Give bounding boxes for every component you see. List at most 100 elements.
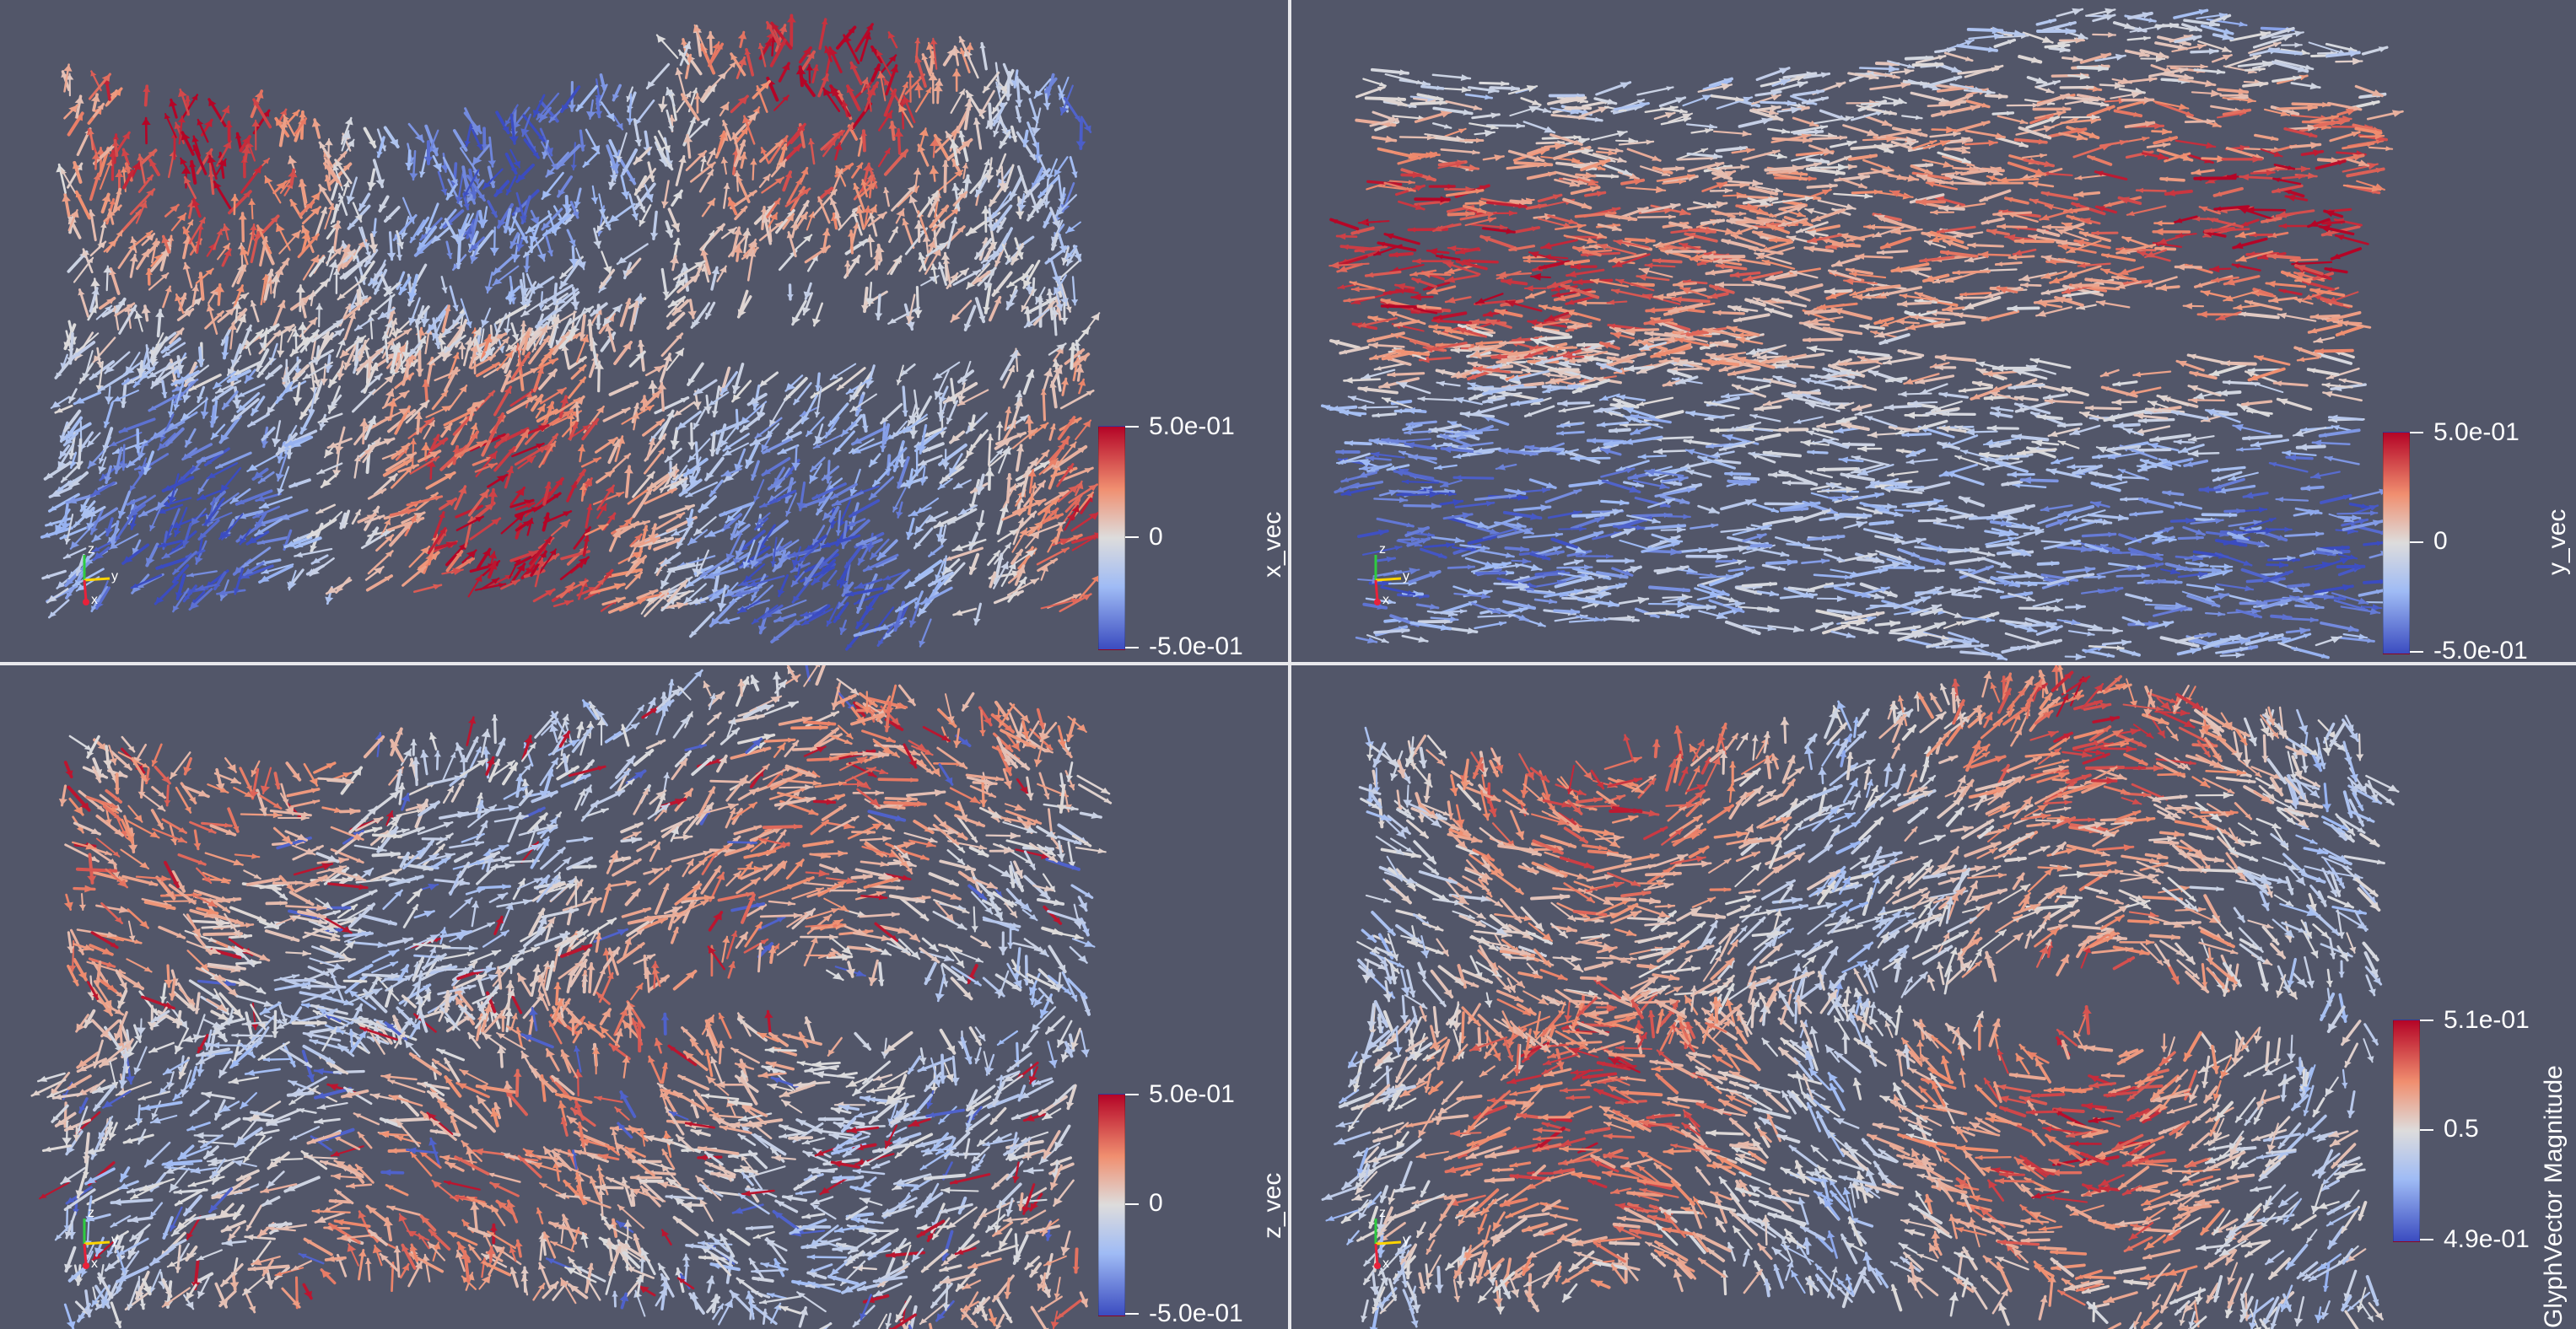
glyph-arrow-head xyxy=(995,449,1003,455)
glyph-arrow-head xyxy=(295,542,304,547)
glyph-arrow-head xyxy=(720,511,728,516)
glyph-arrow-head xyxy=(261,440,269,447)
glyph-arrow-head xyxy=(657,449,665,455)
glyph-arrow-head xyxy=(395,327,403,335)
glyph-arrow-head xyxy=(741,424,750,432)
glyph-arrow-head xyxy=(369,277,379,285)
glyph-arrow-head xyxy=(633,568,642,574)
glyph-arrow-head xyxy=(686,55,693,61)
glyph-arrow-head xyxy=(455,196,463,203)
glyph-arrow-head xyxy=(950,131,957,137)
glyph-arrow-head xyxy=(881,436,890,444)
glyph-arrow-head xyxy=(515,207,524,214)
glyph-arrow-head xyxy=(1083,125,1091,132)
glyph-arrow-head xyxy=(101,194,111,202)
glyph-arrow-head xyxy=(213,181,222,189)
glyph-arrow-head xyxy=(224,308,235,316)
glyph-arrow xyxy=(398,342,404,374)
glyph-arrow-head xyxy=(873,65,881,72)
glyph-arrow-head xyxy=(344,118,353,126)
glyph-arrow-head xyxy=(224,250,232,256)
glyph-arrow-head xyxy=(239,293,249,300)
glyph-arrow-head xyxy=(720,158,729,164)
glyph-arrow-head xyxy=(953,610,963,616)
glyph-arrow-head xyxy=(253,471,264,480)
glyph-arrow-head xyxy=(353,336,362,343)
glyph-arrow-head xyxy=(791,579,800,587)
glyph-arrow-head xyxy=(1039,191,1046,197)
glyph-arrow-head xyxy=(635,202,642,209)
glyph-arrow-head xyxy=(903,425,913,433)
glyph-arrow-head xyxy=(849,62,859,70)
glyph-arrow-head xyxy=(410,465,418,470)
glyph-arrow-head xyxy=(772,636,780,643)
render-view-x-vec[interactable]: 5.0e-01 0 -5.0e-01 x_vec z y x xyxy=(0,0,1288,662)
glyph-arrow-head xyxy=(905,480,915,487)
glyph-arrow-head xyxy=(664,537,672,543)
glyph-arrow-head xyxy=(994,297,1001,304)
glyph-arrow-head xyxy=(537,304,545,309)
glyph-arrow-head xyxy=(556,388,566,395)
glyph-arrow-head xyxy=(1009,351,1018,359)
glyph-arrow-head xyxy=(930,38,938,45)
glyph-arrow-head xyxy=(846,591,854,597)
glyph-arrow-head xyxy=(452,352,460,359)
glyph-arrow-head xyxy=(839,627,848,634)
glyph-arrow-head xyxy=(536,404,545,412)
glyph-arrow-head xyxy=(805,576,813,584)
glyph-arrow-head xyxy=(79,377,86,384)
glyph-arrow-head xyxy=(689,275,698,282)
glyph-arrow-head xyxy=(245,326,252,332)
glyph-arrow-head xyxy=(958,192,967,199)
glyph-arrow-head xyxy=(458,486,467,494)
glyph-arrow-head xyxy=(570,301,580,309)
glyph-arrow-head xyxy=(919,479,927,485)
glyph-arrow-head xyxy=(70,541,80,549)
glyph-arrow-head xyxy=(506,344,515,351)
glyph-arrow xyxy=(836,367,866,391)
glyph-arrow-head xyxy=(796,124,806,132)
glyph-arrow-head xyxy=(1004,255,1011,261)
glyph-arrow-head xyxy=(307,409,315,415)
glyph-arrow-head xyxy=(343,362,352,369)
glyph-arrow-head xyxy=(949,467,958,476)
glyph-arrow-head xyxy=(751,438,762,445)
glyph-arrow-head xyxy=(66,592,73,599)
glyph-arrow-head xyxy=(914,38,921,44)
glyph-arrow-head xyxy=(833,447,842,454)
glyph-arrow-head xyxy=(711,411,719,417)
glyph-arrow-head xyxy=(550,163,558,169)
glyph-arrow-head xyxy=(299,299,307,306)
glyph-arrow-head xyxy=(752,402,760,410)
glyph-arrow-head xyxy=(774,177,784,185)
glyph-arrow-head xyxy=(420,318,430,326)
glyph-arrow-head xyxy=(63,64,73,72)
glyph-arrow-head xyxy=(1028,459,1037,467)
glyph-arrow-head xyxy=(834,616,842,622)
glyph-arrow-head xyxy=(49,506,57,511)
glyph-arrow-head xyxy=(57,581,67,589)
glyph-arrow-head xyxy=(923,446,931,452)
glyph-arrow-head xyxy=(951,218,958,224)
glyph-arrow-head xyxy=(109,268,116,276)
glyph-arrow-head xyxy=(121,132,130,140)
glyph-arrow-head xyxy=(891,227,898,234)
glyph-arrow-head xyxy=(366,514,375,520)
glyph-arrow-head xyxy=(865,83,871,89)
glyph-arrow-head xyxy=(173,404,181,410)
glyph-arrow-head xyxy=(933,372,943,379)
glyph-arrow-head xyxy=(141,306,151,314)
glyph-arrow-head xyxy=(634,139,643,145)
glyph-arrow-head xyxy=(164,286,172,293)
glyph-arrow-head xyxy=(324,175,331,182)
glyph-arrow-head xyxy=(503,225,511,232)
glyph-arrow-head xyxy=(908,415,917,422)
glyph-arrow-head xyxy=(292,110,299,117)
glyph-arrow-head xyxy=(247,536,258,544)
glyph-arrow-head xyxy=(250,224,258,231)
glyph-arrow-head xyxy=(378,489,385,495)
render-view-y-vec[interactable]: 5.0e-01 0 -5.0e-01 y_vec z y x xyxy=(1291,0,2576,662)
glyph-arrow-head xyxy=(373,374,382,381)
glyph-arrow-head xyxy=(523,352,530,358)
glyph-arrow-head xyxy=(594,362,604,369)
